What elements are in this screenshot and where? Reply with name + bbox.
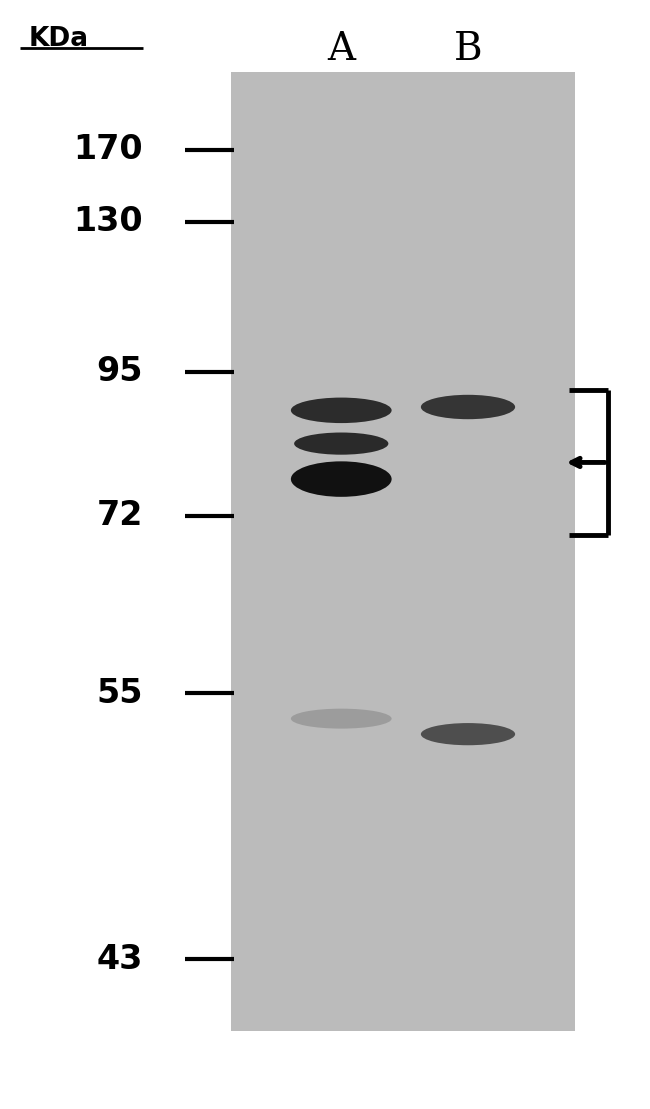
Ellipse shape — [294, 433, 389, 455]
Ellipse shape — [421, 723, 515, 745]
Text: 95: 95 — [96, 355, 143, 388]
Text: 170: 170 — [73, 133, 143, 166]
Text: KDa: KDa — [29, 26, 88, 52]
Ellipse shape — [291, 709, 391, 729]
Bar — [231, 72, 575, 1031]
Ellipse shape — [291, 398, 391, 424]
Ellipse shape — [421, 395, 515, 419]
Ellipse shape — [291, 461, 391, 497]
Text: 130: 130 — [73, 205, 143, 238]
Text: 72: 72 — [97, 499, 143, 532]
Text: 43: 43 — [97, 943, 143, 976]
Text: 55: 55 — [96, 676, 143, 710]
Text: A: A — [327, 31, 356, 69]
Text: B: B — [454, 31, 482, 69]
